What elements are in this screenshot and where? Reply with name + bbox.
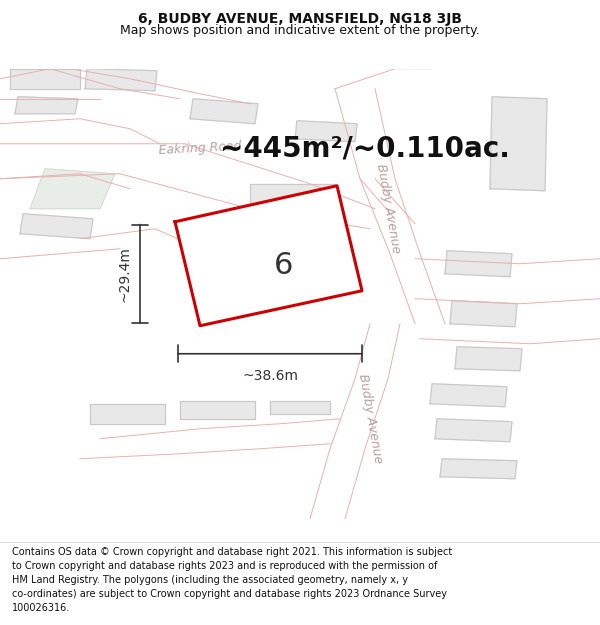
Text: Budby Avenue: Budby Avenue xyxy=(356,373,384,464)
Polygon shape xyxy=(250,184,335,214)
Polygon shape xyxy=(190,99,258,124)
Text: ~38.6m: ~38.6m xyxy=(242,369,298,382)
Polygon shape xyxy=(225,262,307,291)
Text: 6, BUDBY AVENUE, MANSFIELD, NG18 3JB: 6, BUDBY AVENUE, MANSFIELD, NG18 3JB xyxy=(138,12,462,26)
Polygon shape xyxy=(15,97,78,114)
Text: Budby Avenue: Budby Avenue xyxy=(374,163,402,254)
Polygon shape xyxy=(85,69,157,91)
Polygon shape xyxy=(440,459,517,479)
Polygon shape xyxy=(490,97,547,191)
Polygon shape xyxy=(90,404,165,424)
Text: Map shows position and indicative extent of the property.: Map shows position and indicative extent… xyxy=(120,24,480,36)
Text: 6: 6 xyxy=(274,251,293,281)
Polygon shape xyxy=(30,169,115,209)
Polygon shape xyxy=(445,251,512,277)
Polygon shape xyxy=(430,384,507,407)
Text: Contains OS data © Crown copyright and database right 2021. This information is : Contains OS data © Crown copyright and d… xyxy=(12,546,452,612)
Polygon shape xyxy=(175,186,362,326)
Polygon shape xyxy=(295,121,357,142)
Polygon shape xyxy=(435,419,512,442)
Text: ~445m²/~0.110ac.: ~445m²/~0.110ac. xyxy=(220,135,510,162)
Text: ~29.4m: ~29.4m xyxy=(118,246,132,302)
Polygon shape xyxy=(270,401,330,414)
Text: Eakring Road: Eakring Road xyxy=(158,140,242,158)
Polygon shape xyxy=(10,69,80,89)
Polygon shape xyxy=(180,401,255,419)
Polygon shape xyxy=(20,214,93,239)
Polygon shape xyxy=(455,347,522,371)
Polygon shape xyxy=(450,301,517,327)
